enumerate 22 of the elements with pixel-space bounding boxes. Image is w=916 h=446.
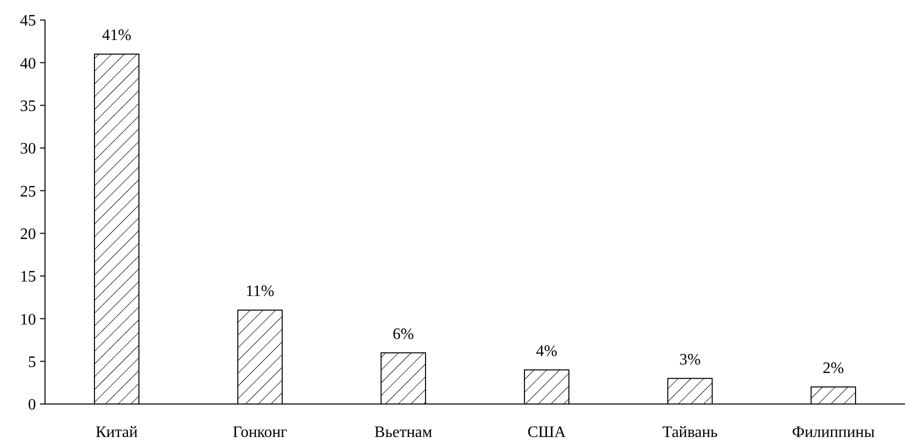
y-tick-label: 25 bbox=[20, 183, 36, 200]
data-label: 11% bbox=[246, 283, 274, 300]
data-label: 3% bbox=[679, 351, 701, 368]
data-label: 41% bbox=[102, 27, 132, 44]
y-tick-label: 45 bbox=[20, 12, 36, 30]
x-tick-label: Филиппины bbox=[792, 424, 875, 441]
x-tick-label: Вьетнам bbox=[374, 424, 432, 441]
x-tick-label: Китай bbox=[96, 424, 138, 441]
x-tick-label: Гонконг bbox=[232, 424, 288, 441]
x-tick-label: США bbox=[527, 424, 566, 441]
data-label: 4% bbox=[536, 342, 558, 360]
y-tick-label: 20 bbox=[20, 226, 36, 243]
data-label: 6% bbox=[392, 326, 414, 343]
y-tick-label: 0 bbox=[28, 396, 36, 414]
x-tick-label: Тайвань bbox=[662, 424, 718, 441]
y-tick-label: 5 bbox=[28, 354, 36, 371]
y-tick-label: 35 bbox=[20, 98, 36, 115]
y-tick-label: 10 bbox=[20, 311, 36, 328]
y-tick-label: 40 bbox=[20, 55, 36, 72]
data-label: 2% bbox=[822, 360, 844, 377]
y-tick-label: 30 bbox=[20, 140, 36, 158]
y-tick-label: 15 bbox=[20, 268, 36, 286]
